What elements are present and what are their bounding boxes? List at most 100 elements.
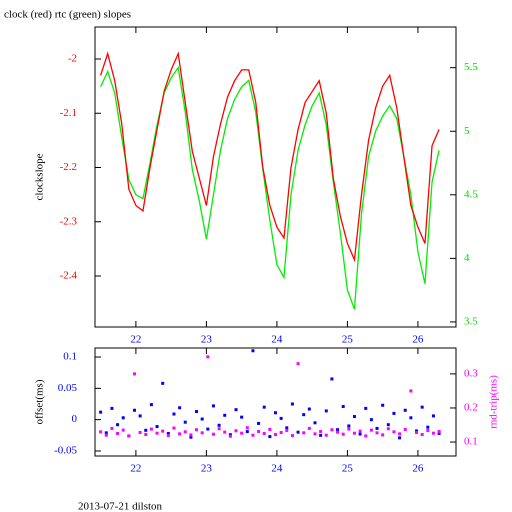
point [206, 427, 210, 431]
point [172, 412, 176, 416]
point [110, 406, 114, 410]
point [403, 408, 407, 412]
point [375, 431, 379, 435]
point [138, 414, 142, 418]
point [307, 426, 311, 430]
point [251, 433, 255, 437]
x-tick-label: 26 [412, 463, 424, 475]
point [347, 424, 351, 428]
point [341, 405, 345, 409]
x-tick-label: 23 [201, 463, 213, 475]
point [268, 427, 272, 431]
point [426, 425, 430, 429]
point [398, 436, 402, 440]
point [223, 430, 227, 434]
point [420, 405, 424, 409]
plot-frame [94, 26, 457, 328]
y-tick-label: -2.3 [60, 215, 78, 227]
point [234, 408, 238, 412]
point [155, 431, 159, 435]
point [302, 431, 306, 435]
point [206, 355, 210, 359]
y2-tick-label: 5 [464, 125, 470, 137]
point [290, 434, 294, 438]
point [144, 433, 148, 437]
y2-tick-label: 3.5 [464, 315, 478, 327]
point [268, 435, 272, 439]
y2-tick-label: 5.5 [464, 61, 478, 73]
point [121, 428, 125, 432]
y2-axis-label: rnd-trip(ms) [488, 375, 500, 429]
point [415, 429, 419, 433]
point [234, 429, 238, 433]
x-tick-label: 26 [412, 334, 424, 346]
point [302, 413, 306, 417]
point [369, 418, 373, 422]
point [347, 427, 351, 431]
y-tick-label: -2.2 [60, 161, 77, 173]
point [245, 426, 249, 430]
point [178, 406, 182, 410]
point [274, 433, 277, 437]
point [313, 421, 317, 425]
point [364, 406, 368, 410]
point [110, 426, 114, 430]
point [189, 433, 193, 437]
chart-title: clock (red) rtc (green) slopes [4, 9, 131, 21]
point [437, 431, 441, 435]
point [149, 403, 153, 407]
point [161, 429, 165, 433]
point [336, 428, 340, 432]
point [183, 430, 187, 434]
point [166, 434, 170, 438]
point [274, 411, 277, 415]
y-tick-label: 0.05 [58, 382, 78, 394]
point [195, 410, 199, 414]
point [319, 429, 323, 433]
point [420, 433, 424, 437]
point [257, 429, 261, 433]
y-axis-label: offset(ms) [34, 379, 46, 424]
y2-tick-label: 4 [464, 252, 470, 264]
point [319, 433, 323, 437]
point [138, 430, 142, 434]
point [381, 403, 385, 407]
y-tick-label: -0.05 [54, 445, 77, 457]
line-series [100, 51, 440, 263]
point [262, 432, 266, 436]
point [178, 432, 182, 436]
footer: 2013-07-21 dilston [78, 501, 163, 512]
point [296, 362, 300, 366]
point [431, 431, 435, 435]
point [240, 431, 244, 435]
point [381, 433, 385, 437]
point [183, 420, 187, 424]
point [195, 428, 199, 432]
point [279, 416, 283, 420]
point [166, 431, 170, 435]
point [279, 430, 283, 434]
point [217, 423, 221, 427]
point [155, 425, 159, 429]
point [313, 432, 317, 436]
point [375, 426, 379, 430]
point [336, 430, 340, 434]
point [189, 435, 193, 439]
x-tick-label: 24 [271, 463, 283, 475]
y-tick-label: -2.4 [60, 270, 78, 282]
point [200, 431, 204, 435]
x-tick-label: 22 [130, 463, 141, 475]
y2-tick-label: 4.5 [464, 188, 478, 200]
point [386, 423, 390, 427]
point [104, 433, 108, 437]
y2-tick-label: 0.2 [464, 401, 478, 413]
point [358, 432, 362, 436]
point [409, 389, 413, 393]
y-tick-label: -2 [68, 53, 77, 65]
x-tick-label: 25 [342, 463, 354, 475]
point [217, 427, 221, 431]
point [262, 405, 266, 409]
point [398, 432, 402, 436]
